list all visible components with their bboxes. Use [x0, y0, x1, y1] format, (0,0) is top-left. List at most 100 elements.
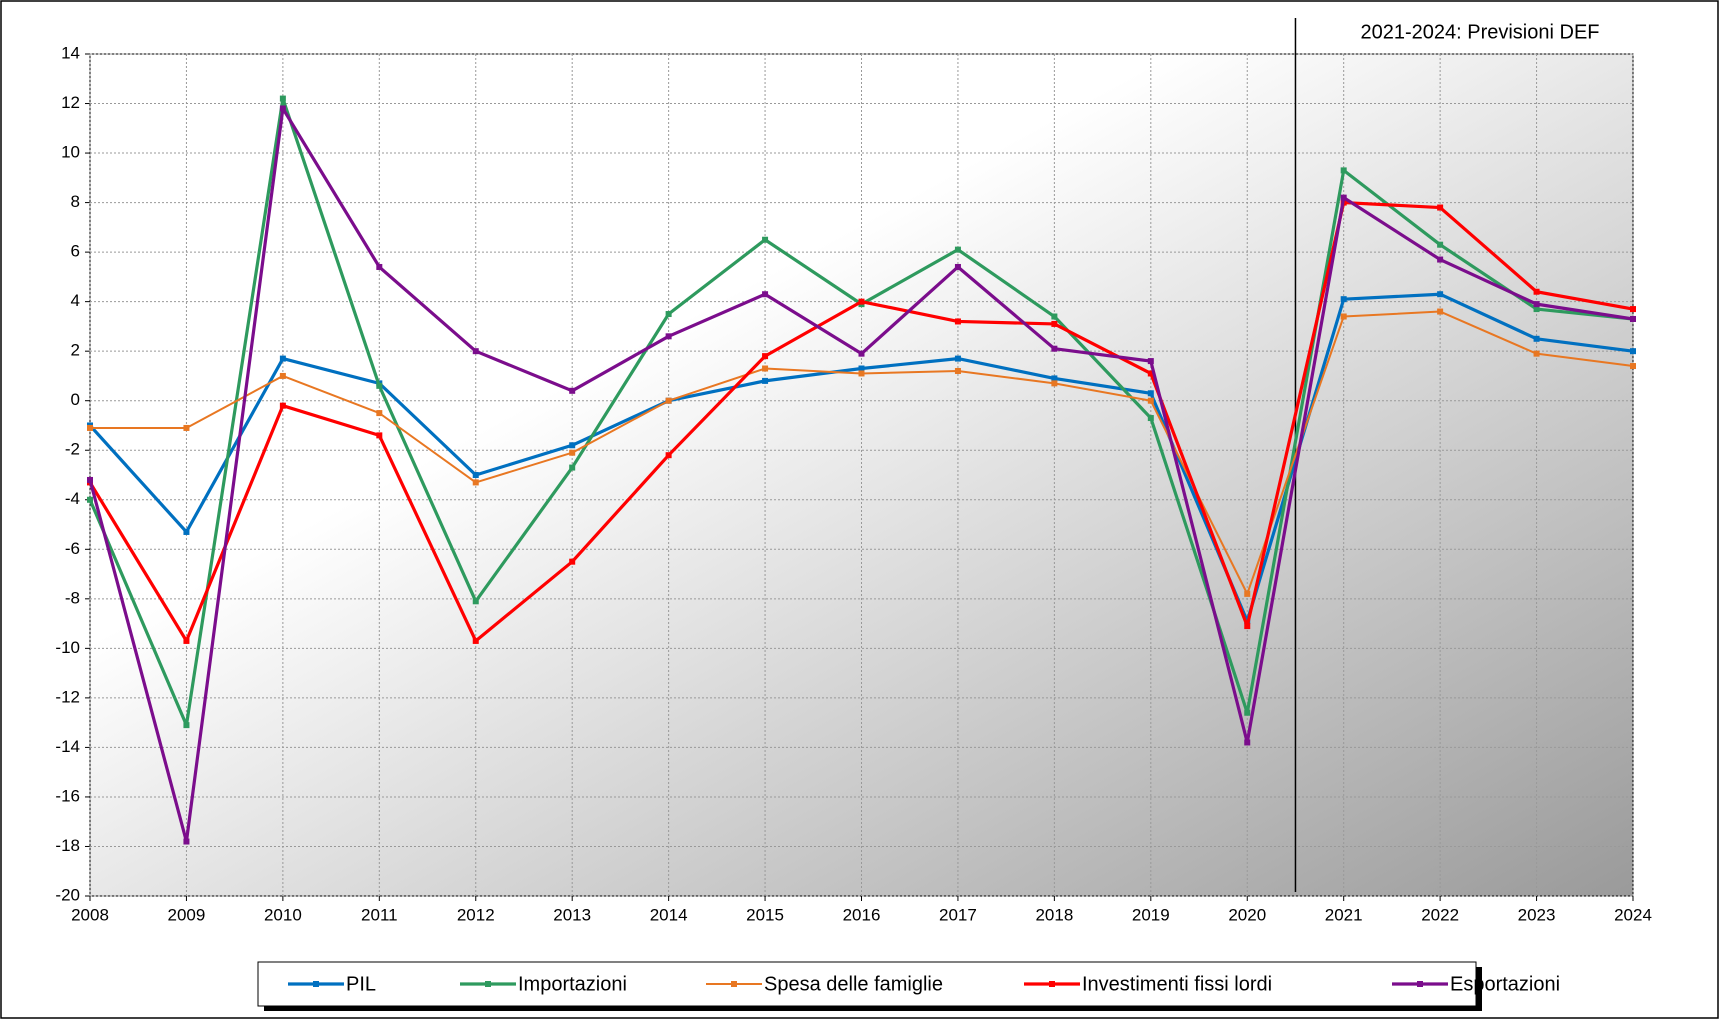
marker — [858, 298, 865, 305]
marker — [1630, 348, 1636, 355]
x-tick-label: 2013 — [553, 905, 591, 924]
y-tick-label: -12 — [55, 687, 80, 706]
x-tick-label: 2008 — [71, 905, 109, 924]
marker — [376, 432, 383, 439]
marker — [376, 410, 383, 417]
y-tick-label: -4 — [65, 489, 80, 508]
marker — [665, 452, 672, 459]
legend-label: Importazioni — [518, 973, 627, 995]
marker — [376, 382, 383, 389]
marker — [87, 496, 93, 503]
x-tick-label: 2019 — [1132, 905, 1170, 924]
marker — [1630, 315, 1636, 322]
marker — [569, 558, 576, 565]
marker — [472, 479, 479, 486]
y-tick-label: -16 — [55, 786, 80, 805]
y-tick-label: 10 — [61, 143, 80, 162]
marker — [1630, 306, 1636, 313]
y-tick-label: -10 — [55, 638, 80, 657]
legend-marker — [1417, 981, 1423, 987]
marker — [762, 365, 769, 372]
marker — [569, 442, 576, 449]
x-tick-label: 2022 — [1421, 905, 1459, 924]
marker — [1051, 320, 1058, 327]
x-tick-label: 2020 — [1228, 905, 1266, 924]
marker — [954, 367, 961, 374]
marker — [472, 637, 479, 644]
marker — [665, 311, 672, 318]
y-tick-label: -2 — [65, 440, 80, 459]
marker — [1533, 350, 1540, 357]
y-tick-label: 12 — [61, 93, 80, 112]
legend-label: Spesa delle famiglie — [764, 973, 943, 995]
legend-marker — [1049, 981, 1055, 987]
marker — [1051, 313, 1058, 320]
y-tick-label: 4 — [71, 291, 80, 310]
x-tick-label: 2016 — [843, 905, 881, 924]
marker — [183, 722, 190, 729]
marker — [1533, 335, 1540, 342]
marker — [1437, 291, 1444, 298]
y-tick-label: 0 — [71, 390, 80, 409]
marker — [1437, 204, 1444, 211]
marker — [1147, 397, 1154, 404]
marker — [762, 291, 769, 298]
marker — [279, 105, 286, 112]
x-tick-label: 2024 — [1614, 905, 1652, 924]
marker — [1533, 306, 1540, 313]
marker — [183, 424, 190, 431]
y-tick-label: 14 — [61, 43, 80, 62]
x-tick-label: 2021 — [1325, 905, 1363, 924]
marker — [1340, 313, 1347, 320]
marker — [1340, 296, 1347, 303]
legend-marker — [731, 981, 737, 987]
marker — [1051, 375, 1058, 382]
marker — [1147, 415, 1154, 422]
marker — [279, 355, 286, 362]
x-tick-label: 2015 — [746, 905, 784, 924]
marker — [665, 397, 672, 404]
marker — [279, 402, 286, 409]
x-tick-label: 2017 — [939, 905, 977, 924]
marker — [1437, 308, 1444, 315]
marker — [569, 449, 576, 456]
legend-label: PIL — [346, 973, 376, 995]
y-tick-label: 2 — [71, 341, 80, 360]
marker — [762, 377, 769, 384]
legend-label: Investimenti fissi lordi — [1082, 973, 1272, 995]
marker — [858, 350, 865, 357]
marker — [87, 424, 93, 431]
x-tick-label: 2018 — [1035, 905, 1073, 924]
marker — [87, 476, 93, 483]
x-tick-label: 2009 — [168, 905, 206, 924]
marker — [1533, 301, 1540, 308]
legend-label: Esportazioni — [1450, 973, 1560, 995]
marker — [376, 263, 383, 270]
x-tick-label: 2011 — [361, 905, 398, 924]
marker — [183, 528, 190, 535]
marker — [183, 838, 190, 845]
marker — [1051, 345, 1058, 352]
marker — [1630, 363, 1636, 370]
marker — [1437, 256, 1444, 263]
x-tick-label: 2014 — [650, 905, 688, 924]
marker — [1533, 288, 1540, 295]
marker — [1147, 390, 1154, 397]
y-tick-label: -20 — [55, 885, 80, 904]
marker — [279, 95, 286, 102]
marker — [858, 365, 865, 372]
y-tick-label: -18 — [55, 836, 80, 855]
y-tick-label: -6 — [65, 539, 80, 558]
marker — [762, 353, 769, 360]
x-tick-label: 2023 — [1518, 905, 1556, 924]
marker — [569, 464, 576, 471]
x-tick-label: 2010 — [264, 905, 302, 924]
annotation: 2021-2024: Previsioni DEF — [1360, 21, 1599, 43]
marker — [1244, 623, 1251, 630]
marker — [1147, 370, 1154, 377]
x-tick-label: 2012 — [457, 905, 495, 924]
marker — [954, 318, 961, 325]
marker — [954, 246, 961, 253]
marker — [762, 236, 769, 243]
